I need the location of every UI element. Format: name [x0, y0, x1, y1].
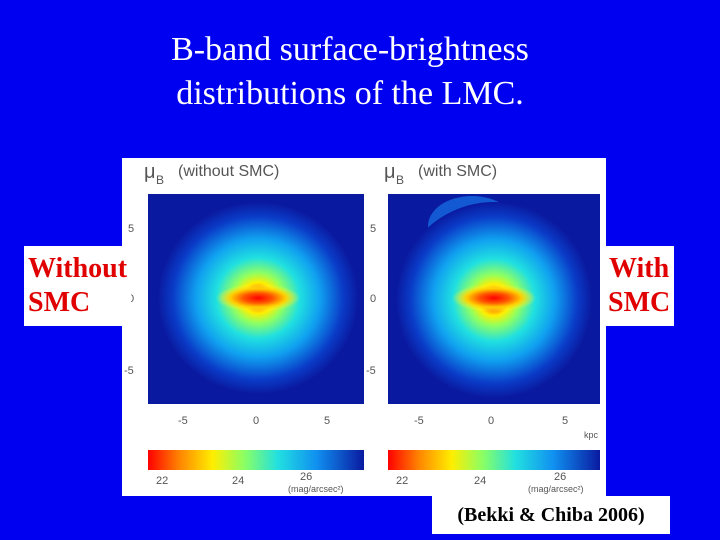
left-cbar-tick-26: 26 — [300, 471, 312, 483]
right-cbar-tick-24: 24 — [474, 475, 486, 487]
figure-svg: μ B (without SMC) 5 0 -5 -5 0 5 22 24 26… — [124, 161, 600, 494]
label-with-line2: SMC — [608, 287, 671, 318]
right-panel-title: (with SMC) — [418, 163, 497, 180]
left-cbar-tick-22: 22 — [156, 475, 168, 487]
right-mu-symbol: μ — [384, 161, 396, 183]
citation: (Bekki & Chiba 2006) — [432, 496, 670, 534]
left-xtick-5: 5 — [324, 415, 330, 427]
right-cbar-unit: (mag/arcsec²) — [528, 484, 584, 494]
right-ytick-m5: -5 — [366, 365, 376, 377]
right-bar-core — [452, 284, 536, 312]
left-cbar-unit: (mag/arcsec²) — [288, 484, 344, 494]
left-bar-core — [216, 284, 300, 312]
right-cbar-tick-26: 26 — [554, 471, 566, 483]
left-colorbar — [148, 450, 364, 470]
left-xtick-m5: -5 — [178, 415, 188, 427]
left-panel: μ B (without SMC) 5 0 -5 -5 0 5 22 24 26… — [124, 161, 364, 494]
right-mu-subscript: B — [396, 173, 404, 187]
label-without-line1: Without — [28, 253, 128, 284]
slide-title: B-band surface-brightness distributions … — [0, 28, 700, 116]
right-x-unit: kpc — [584, 430, 599, 440]
right-ytick-5: 5 — [370, 223, 376, 235]
left-mu-symbol: μ — [144, 161, 156, 183]
label-without-smc: Without SMC — [24, 246, 132, 326]
right-xtick-m5: -5 — [414, 415, 424, 427]
right-cbar-tick-22: 22 — [396, 475, 408, 487]
left-ytick-m5: -5 — [124, 365, 134, 377]
left-ytick-5: 5 — [128, 223, 134, 235]
label-with-smc: With SMC — [604, 246, 675, 326]
title-line-1: B-band surface-brightness — [171, 31, 529, 68]
right-xtick-5: 5 — [562, 415, 568, 427]
right-colorbar — [388, 450, 600, 470]
title-line-2: distributions of the LMC. — [176, 75, 524, 112]
label-with-line1: With — [609, 253, 670, 284]
right-ytick-0: 0 — [370, 293, 376, 305]
right-xtick-0: 0 — [488, 415, 494, 427]
label-without-line2: SMC — [28, 287, 91, 318]
left-mu-subscript: B — [156, 173, 164, 187]
left-cbar-tick-24: 24 — [232, 475, 244, 487]
brightness-figure: μ B (without SMC) 5 0 -5 -5 0 5 22 24 26… — [122, 158, 606, 496]
right-panel: μ B (with SMC) 5 0 -5 -5 0 5 kpc 22 24 2… — [366, 161, 600, 494]
left-xtick-0: 0 — [253, 415, 259, 427]
left-panel-title: (without SMC) — [178, 163, 279, 180]
